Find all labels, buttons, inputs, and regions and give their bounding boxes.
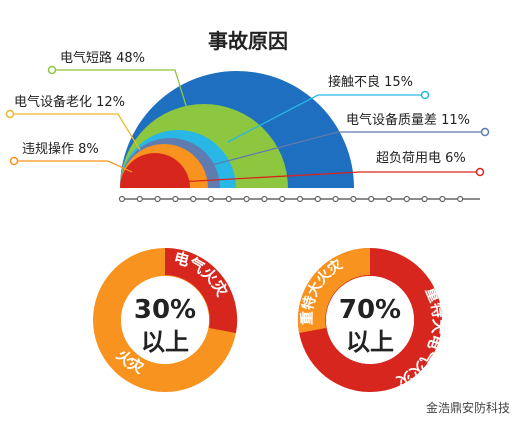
ring-hole [121, 276, 209, 364]
leader-dot [47, 65, 57, 75]
cause-label: 电气设备质量差 11% [346, 112, 470, 128]
watermark: 金浩鼎安防科技 [426, 400, 510, 415]
cause-labels: 电气短路 48% 电气设备老化 12% 违规操作 8% 接触不良 15% 电气设备质量差… [5, 50, 490, 183]
ring-center: 以上 [141, 328, 189, 356]
axis-dot [421, 195, 428, 203]
cause-label: 超负荷用电 6% [376, 151, 466, 166]
axis-dot [403, 195, 410, 203]
ring-orange [297, 247, 370, 333]
axis-dot [118, 195, 126, 203]
axis-dot [225, 195, 232, 203]
leader-line [177, 171, 480, 183]
half-disc [120, 153, 190, 188]
axis-dot [207, 195, 215, 203]
axis-dot [350, 195, 357, 203]
leader-line [10, 113, 141, 151]
axis-dot [385, 195, 393, 203]
leader-dot [475, 167, 485, 177]
axis-dot [457, 195, 464, 203]
axis-dot [279, 195, 286, 203]
leader-dot [5, 109, 15, 119]
leader-line [227, 94, 425, 143]
title: 事故原因 [208, 29, 288, 53]
cause-label: 违规操作 8% [22, 141, 99, 157]
ring-right: 70% 以上 重特大电气火灾 重特大火灾 [297, 247, 448, 392]
axis-dot [154, 195, 161, 203]
axis-dot [296, 195, 304, 203]
leader-dot [9, 156, 19, 166]
axis-dot [332, 195, 339, 203]
leader-line [211, 131, 485, 166]
leader-line [14, 160, 133, 173]
axis-dot [136, 195, 143, 203]
axis-dot [261, 195, 268, 203]
ring-center: 以上 [346, 328, 394, 356]
cause-label: 电气短路 48% [60, 50, 145, 66]
axis-dot [314, 195, 321, 203]
axis-dot [172, 195, 179, 203]
ring-red [165, 247, 238, 333]
dotted-axis [118, 195, 480, 203]
axis-dot [243, 195, 250, 203]
leader-dot [420, 90, 430, 100]
axis-dot [190, 195, 197, 203]
ring-center: 70% [339, 295, 401, 325]
leader-line [52, 69, 189, 113]
axis-dot [439, 195, 446, 203]
axis-dot [368, 195, 375, 203]
cause-label: 电气设备老化 12% [14, 94, 125, 110]
leader-dot [480, 127, 490, 137]
cause-label: 接触不良 15% [328, 74, 413, 90]
ring-hole [326, 276, 414, 364]
half-discs [120, 71, 354, 188]
ring-center: 30% [134, 295, 196, 325]
ring-left: 30% 以上 电气火灾 火灾 [93, 247, 238, 392]
